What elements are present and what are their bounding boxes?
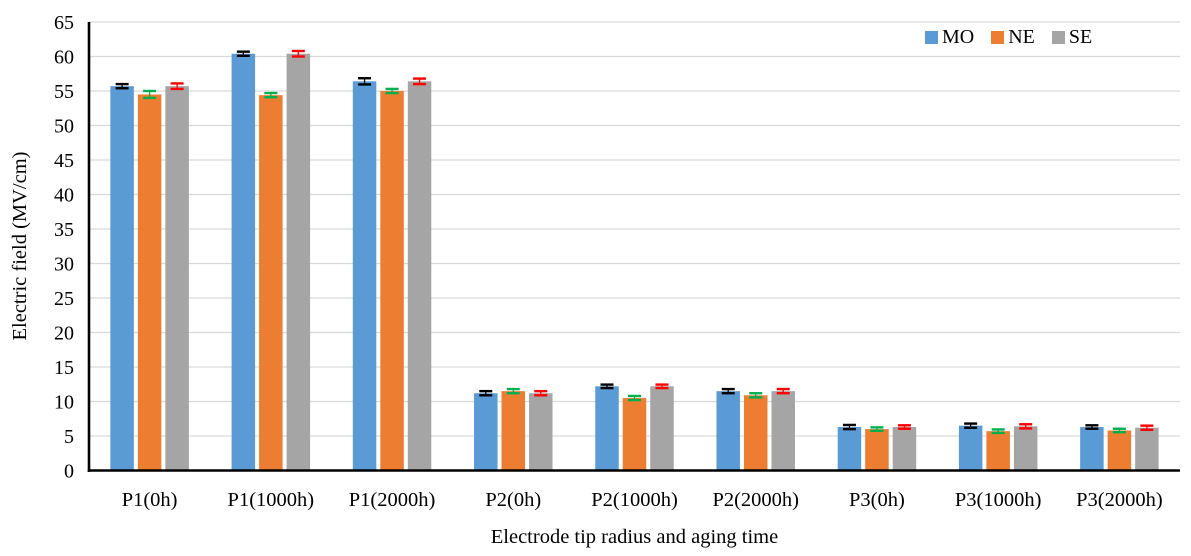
legend-swatch-mo-icon	[925, 30, 938, 44]
y-tick-label: 40	[54, 185, 74, 207]
y-tick-label: 50	[54, 116, 74, 138]
y-tick-label: 35	[54, 219, 74, 241]
bar-SE-P2(1000h)	[650, 386, 674, 471]
legend-swatch-se-icon	[1051, 30, 1065, 44]
y-tick-label: 5	[64, 426, 74, 448]
y-tick-label: 15	[54, 357, 74, 379]
bar-NE-P3(0h)	[865, 429, 889, 471]
x-category-label: P3(2000h)	[1076, 489, 1163, 511]
y-tick-label: 30	[54, 254, 74, 276]
bar-MO-P1(0h)	[110, 86, 134, 471]
bar-NE-P1(2000h)	[380, 91, 404, 471]
bar-NE-P2(2000h)	[743, 395, 768, 471]
legend-label-mo: MO	[942, 26, 975, 48]
y-axis-title: Electric field (MV/cm)	[9, 152, 31, 341]
x-category-label: P3(1000h)	[955, 489, 1042, 511]
chart-legend: MO NE SE	[925, 27, 1092, 47]
bar-MO-P3(2000h)	[1080, 427, 1104, 471]
bar-SE-P2(0h)	[529, 393, 553, 471]
x-category-label: P1(2000h)	[349, 489, 436, 511]
y-tick-label: 25	[54, 288, 74, 310]
bar-SE-P1(2000h)	[407, 81, 432, 471]
bar-MO-P1(1000h)	[231, 53, 256, 471]
legend-label-se: SE	[1068, 26, 1093, 48]
legend-swatch-ne-icon	[991, 30, 1005, 44]
y-tick-label: 65	[54, 12, 74, 34]
y-tick-label: 60	[54, 47, 74, 69]
y-tick-label: 0	[64, 461, 74, 483]
y-tick-label: 10	[54, 392, 74, 414]
bar-SE-P2(2000h)	[771, 391, 795, 471]
bar-NE-P1(1000h)	[259, 95, 283, 471]
bar-MO-P1(2000h)	[352, 81, 377, 471]
y-tick-label: 45	[54, 150, 74, 172]
bar-SE-P1(1000h)	[286, 53, 311, 471]
bar-MO-P3(1000h)	[958, 425, 983, 471]
x-category-label: P2(0h)	[485, 489, 541, 511]
bar-MO-P2(1000h)	[595, 386, 619, 471]
x-category-label: P3(0h)	[849, 489, 905, 511]
legend-label-ne: NE	[1008, 26, 1035, 48]
bar-NE-P1(0h)	[137, 94, 162, 471]
legend-item-mo: MO	[925, 27, 974, 47]
x-category-label: P1(1000h)	[228, 489, 315, 511]
x-category-label: P1(0h)	[122, 489, 178, 511]
bar-SE-P1(0h)	[165, 86, 189, 471]
bar-MO-P2(0h)	[474, 393, 498, 471]
bar-NE-P2(1000h)	[622, 398, 647, 471]
x-category-label: P2(1000h)	[591, 489, 678, 511]
y-tick-label: 55	[54, 81, 74, 103]
bar-NE-P2(0h)	[501, 391, 526, 471]
x-category-label: P2(2000h)	[712, 489, 799, 511]
bar-SE-P3(2000h)	[1135, 427, 1159, 471]
bar-MO-P2(2000h)	[716, 391, 740, 471]
legend-item-ne: NE	[991, 27, 1035, 47]
x-axis-title: Electrode tip radius and aging time	[491, 526, 778, 548]
y-tick-label: 20	[54, 323, 74, 345]
bar-SE-P3(0h)	[892, 427, 917, 471]
bar-NE-P3(2000h)	[1107, 430, 1132, 471]
bar-SE-P3(1000h)	[1013, 426, 1038, 471]
bar-MO-P3(0h)	[837, 427, 862, 471]
bar-NE-P3(1000h)	[986, 431, 1010, 471]
legend-item-se: SE	[1051, 26, 1093, 48]
